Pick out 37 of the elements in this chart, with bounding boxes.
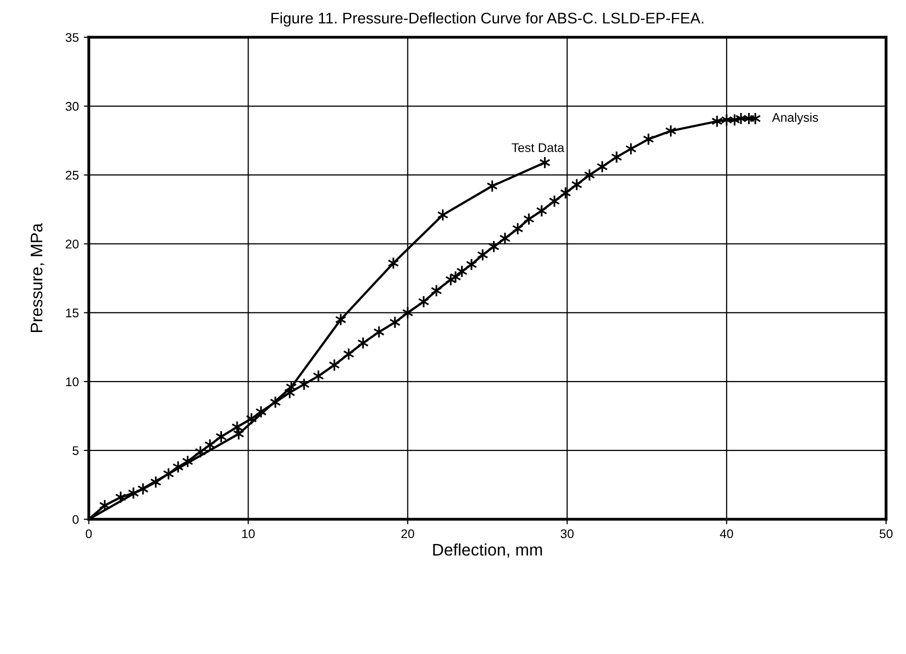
- point: [137, 482, 149, 496]
- point: [450, 270, 462, 284]
- point: [298, 378, 310, 391]
- point: [711, 114, 723, 128]
- point: [584, 168, 596, 182]
- point: [231, 420, 243, 434]
- point: [162, 467, 174, 480]
- point: [560, 186, 572, 200]
- annotation: Analysis: [772, 112, 818, 124]
- point: [389, 316, 401, 329]
- x-tick-label: 0: [86, 529, 92, 538]
- y-tick-label: 30: [66, 102, 79, 111]
- chart-title: Figure 11. Pressure-Deflection Curve for ABS-C. LSLD-EP-FEA.: [271, 12, 704, 27]
- y-tick-label: 0: [72, 515, 79, 524]
- point: [128, 486, 140, 500]
- point: [373, 326, 385, 338]
- point: [246, 412, 258, 426]
- y-tick-label: 15: [66, 308, 79, 318]
- y-tick-label: 25: [66, 170, 79, 180]
- y-tick-label: 5: [72, 446, 79, 456]
- point: [357, 336, 369, 350]
- point: [466, 258, 478, 271]
- x-tick-label: 10: [242, 529, 255, 538]
- y-tick-label: 10: [66, 377, 79, 386]
- point: [625, 142, 637, 156]
- x-axis-title: Deflection, mm: [433, 543, 542, 558]
- x-tick-label: 50: [880, 529, 893, 538]
- x-tick-label: 20: [401, 529, 414, 538]
- point: [255, 405, 267, 418]
- point: [642, 132, 654, 146]
- y-tick-label: 20: [66, 240, 79, 248]
- x-tick-label: 30: [560, 529, 574, 538]
- point: [499, 232, 511, 245]
- annotation: Test Data: [512, 143, 564, 152]
- y-tick-label: 35: [66, 33, 79, 42]
- y-axis-title: Pressure, MPa: [30, 223, 44, 332]
- x-tick-label: 40: [720, 529, 734, 538]
